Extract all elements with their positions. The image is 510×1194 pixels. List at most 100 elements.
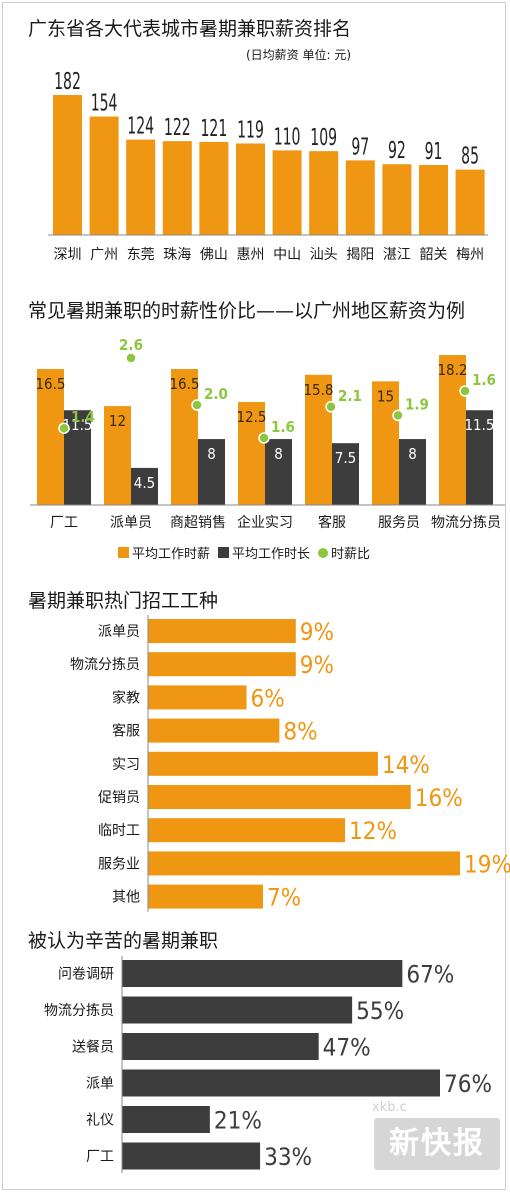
wage-bar xyxy=(238,401,265,505)
hard-job-bar xyxy=(122,1142,261,1170)
hours-value-label: 4.5 xyxy=(134,474,155,492)
city-bar xyxy=(309,151,339,235)
ratio-dot xyxy=(258,432,270,444)
job-share-value-label: 14% xyxy=(382,751,430,779)
ratio-dot xyxy=(58,422,70,434)
job-tick-label: 厂工 xyxy=(50,515,78,531)
ratio-dot xyxy=(392,409,404,422)
job-category-label: 客服 xyxy=(112,723,140,740)
city-tick-label: 广州 xyxy=(90,247,118,263)
city-value-label: 85 xyxy=(461,143,479,170)
hours-value-label: 8 xyxy=(207,445,216,463)
job-tick-label: 企业实习 xyxy=(237,514,293,531)
hours-bar xyxy=(198,439,225,505)
wage-value-label: 15.8 xyxy=(303,381,333,399)
hard-job-value-label: 67% xyxy=(406,961,454,989)
legend-label-ratio: 时薪比 xyxy=(331,547,371,562)
city-tick-label: 韶关 xyxy=(420,247,448,263)
ratio-dot xyxy=(125,352,137,364)
job-share-value-label: 19% xyxy=(464,850,510,878)
hard-job-label: 厂工 xyxy=(86,1149,114,1165)
city-value-label: 119 xyxy=(237,116,264,143)
city-value-label: 154 xyxy=(91,89,118,116)
city-bar xyxy=(345,160,375,235)
city-tick-label: 佛山 xyxy=(200,247,228,263)
job-tick-label: 派单员 xyxy=(110,515,152,531)
hard-job-value-label: 47% xyxy=(323,1034,371,1062)
city-bar xyxy=(272,150,302,235)
hours-bar xyxy=(265,439,292,505)
hard-job-bar xyxy=(122,1033,319,1060)
hard-job-label: 物流分拣员 xyxy=(44,1003,114,1019)
hard-job-bar xyxy=(122,1069,440,1097)
city-value-label: 122 xyxy=(164,114,191,141)
job-share-bar xyxy=(148,652,296,677)
hard-job-bar xyxy=(122,1106,210,1133)
job-share-value-label: 12% xyxy=(349,817,397,845)
city-bar xyxy=(419,165,448,235)
chart1-subtitle: (日均薪资 单位: 元) xyxy=(246,48,352,62)
job-share-bar xyxy=(148,718,280,743)
wage-value-label: 18.2 xyxy=(437,361,467,379)
ratio-value-label: 1.6 xyxy=(472,371,496,389)
watermark-url: xkb.c xyxy=(372,1100,407,1115)
city-bar xyxy=(199,141,229,235)
job-share-value-label: 8% xyxy=(283,718,317,746)
job-tick-label: 物流分拣员 xyxy=(431,515,501,531)
hard-job-label: 派单 xyxy=(86,1076,114,1092)
job-share-value-label: 7% xyxy=(267,884,301,912)
hours-bar xyxy=(332,443,359,505)
xkb-logo-watermark: 新快报 xyxy=(374,1118,500,1170)
ratio-value-label: 2.6 xyxy=(119,336,143,354)
dark-swatch-icon xyxy=(218,547,230,558)
city-tick-label: 揭阳 xyxy=(346,247,374,263)
job-category-label: 物流分拣员 xyxy=(70,657,140,673)
job-category-label: 实习 xyxy=(112,757,140,773)
job-share-bar xyxy=(148,884,263,909)
wage-bar xyxy=(37,369,64,505)
chart2-title: 常见暑期兼职的时薪性价比——以广州地区薪资为例 xyxy=(28,300,466,322)
city-tick-label: 中山 xyxy=(273,247,301,263)
chart2-legend: 平均工作时薪 平均工作时长 时薪比 xyxy=(118,543,370,562)
hours-value-label: 11.5 xyxy=(464,416,494,434)
hourly-wage-chart: 16.511.51.4厂工124.52.6派单员16.582.0商超销售12.5… xyxy=(30,336,505,531)
city-value-label: 121 xyxy=(201,115,228,142)
ratio-value-label: 2.1 xyxy=(338,387,362,405)
wage-value-label: 16.5 xyxy=(35,375,65,393)
wage-bar xyxy=(439,355,466,505)
chart4-title: 被认为辛苦的暑期兼职 xyxy=(28,930,219,952)
city-value-label: 109 xyxy=(310,124,337,151)
city-bar xyxy=(89,116,119,235)
hard-job-label: 送餐员 xyxy=(72,1040,114,1056)
wage-bar xyxy=(372,381,399,505)
hard-job-value-label: 55% xyxy=(356,997,404,1025)
hours-bar xyxy=(466,410,493,505)
job-share-value-label: 16% xyxy=(415,784,463,812)
hours-value-label: 8 xyxy=(408,445,417,463)
job-category-label: 服务业 xyxy=(98,856,140,872)
city-tick-label: 惠州 xyxy=(237,247,265,263)
chart3-title: 暑期兼职热门招工工种 xyxy=(28,590,219,612)
job-share-bar xyxy=(148,619,296,643)
legend-item-hourly-wage: 平均工作时薪 xyxy=(118,543,210,562)
ratio-value-label: 1.9 xyxy=(405,395,429,413)
ratio-value-label: 1.6 xyxy=(271,418,295,436)
hard-job-value-label: 76% xyxy=(444,1070,492,1098)
hard-job-bar xyxy=(122,960,403,987)
hard-job-bar xyxy=(122,996,353,1024)
hard-job-value-label: 33% xyxy=(264,1143,312,1171)
hard-job-label: 问卷调研 xyxy=(58,967,114,983)
wage-value-label: 15 xyxy=(377,387,394,405)
hours-bar xyxy=(131,467,158,505)
ratio-value-label: 2.0 xyxy=(204,385,228,403)
job-category-label: 家教 xyxy=(112,689,140,706)
green-dot-icon xyxy=(318,547,329,558)
hours-value-label: 7.5 xyxy=(335,449,356,467)
city-tick-label: 珠海 xyxy=(163,247,191,263)
job-tick-label: 客服 xyxy=(318,514,346,531)
legend-item-hours: 平均工作时长 xyxy=(218,543,310,562)
city-bar xyxy=(236,143,265,235)
city-wage-chart: 182 深圳 154 广州 124 东莞 122 珠海 121 佛山 119 惠州 110 中山 109 汕头… xyxy=(48,68,488,263)
legend-label-hourly-wage: 平均工作时薪 xyxy=(132,547,211,562)
